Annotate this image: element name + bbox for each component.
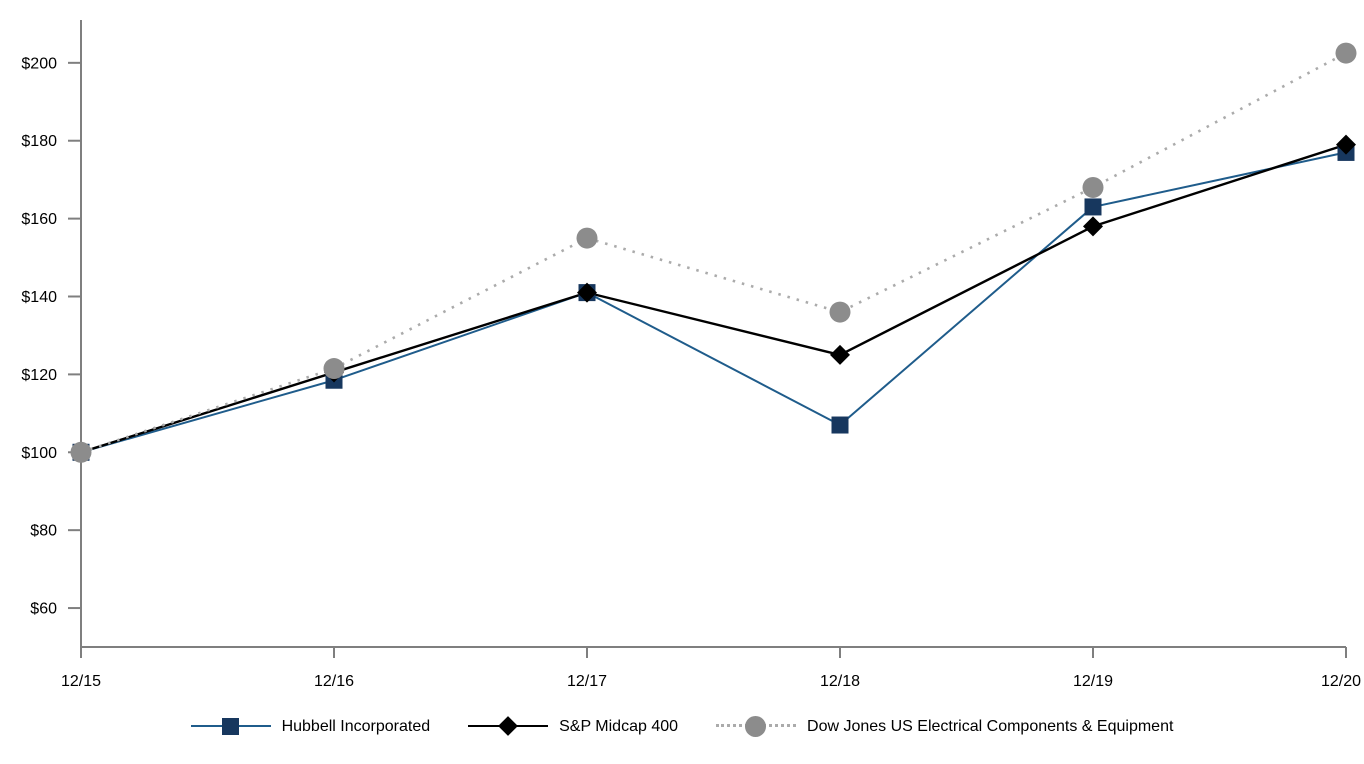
- data-point-square-12/18: [831, 416, 849, 434]
- data-point-diamond-12/18: [830, 344, 850, 365]
- data-point-circle-12/16: [323, 358, 345, 380]
- y-tick-label: $140: [21, 289, 57, 306]
- x-tick-label: 12/15: [61, 673, 101, 690]
- y-tick-label: $100: [21, 445, 57, 462]
- legend-label-hubbell: Hubbell Incorporated: [281, 718, 431, 735]
- square-marker-icon: [221, 718, 239, 735]
- x-tick-label: 12/19: [1073, 673, 1113, 690]
- legend-item-dow-jones: Dow Jones US Electrical Components & Equ…: [716, 716, 1173, 737]
- diamond-marker-icon: [498, 716, 519, 736]
- data-point-circle-12/15: [70, 441, 92, 463]
- data-point-circle-12/19: [1082, 176, 1104, 198]
- y-tick-label: $200: [21, 55, 57, 72]
- x-tick-label: 12/18: [820, 673, 860, 690]
- data-point-diamond-12/19: [1083, 216, 1103, 237]
- data-point-diamond-12/17: [577, 282, 597, 303]
- legend-swatch-sp-midcap: [468, 716, 549, 737]
- x-tick-label: 12/17: [567, 673, 607, 690]
- circle-marker-icon: [745, 716, 767, 737]
- data-point-circle-12/20: [1335, 42, 1357, 64]
- legend-swatch-hubbell: [190, 716, 271, 737]
- legend-swatch-dow-jones: [716, 716, 797, 737]
- stock-performance-chart: $60 $80 $100 $120 $140 $160 $180 $200 12/15 12/16…: [21, 20, 1361, 690]
- legend-label-sp-midcap: S&P Midcap 400: [559, 718, 679, 735]
- series-line-1: [80, 143, 1347, 454]
- y-tick-label: $80: [30, 523, 57, 540]
- legend-item-sp-midcap: S&P Midcap 400: [468, 716, 678, 737]
- legend-label-dow-jones: Dow Jones US Electrical Components & Equ…: [807, 718, 1174, 735]
- x-tick-label: 12/16: [314, 673, 354, 690]
- chart-legend: Hubbell Incorporated S&P Midcap 400 Dow …: [0, 716, 1364, 737]
- y-tick-label: $120: [21, 367, 57, 384]
- y-tick-label: $180: [21, 133, 57, 150]
- data-point-circle-12/18: [829, 301, 851, 323]
- data-point-diamond-12/20: [1336, 134, 1356, 155]
- x-tick-label: 12/20: [1321, 673, 1361, 690]
- data-point-square-12/19: [1084, 198, 1102, 216]
- y-tick-label: $60: [30, 601, 57, 618]
- series-line-0: [80, 151, 1347, 454]
- y-tick-label: $160: [21, 211, 57, 228]
- data-point-circle-12/17: [576, 227, 598, 249]
- legend-item-hubbell: Hubbell Incorporated: [190, 716, 431, 737]
